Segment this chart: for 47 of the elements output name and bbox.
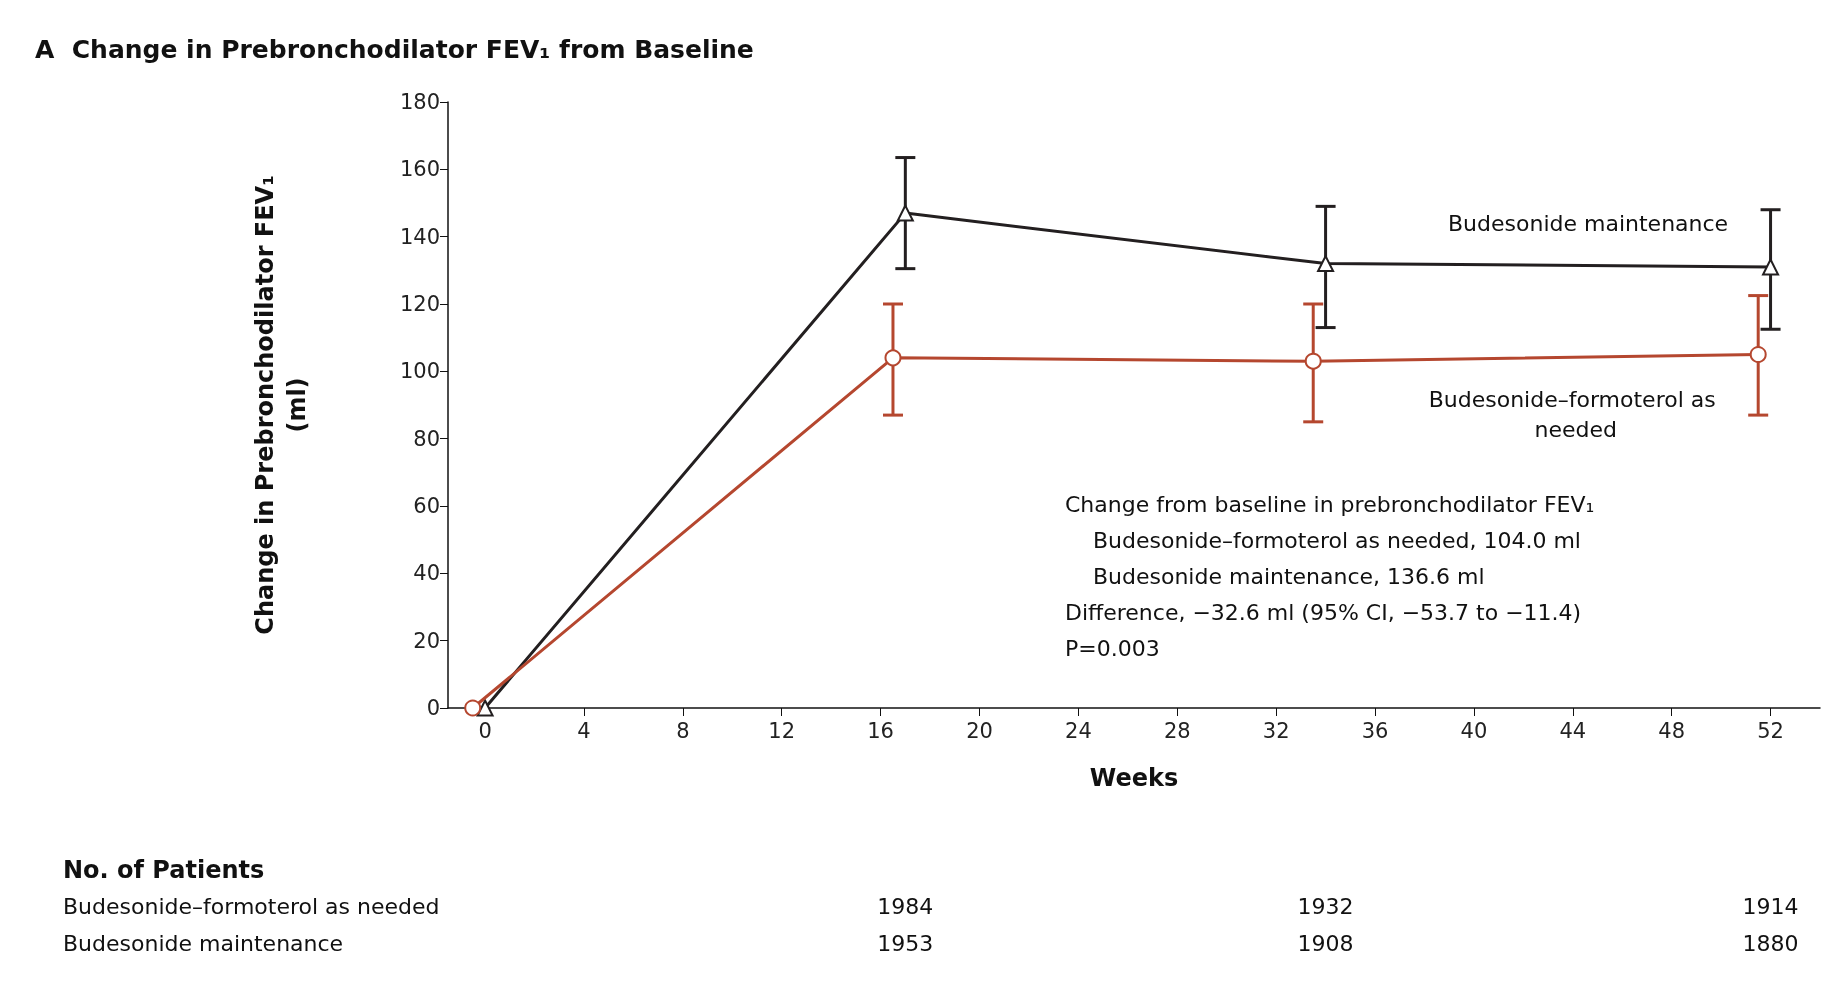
- text: 1953: [877, 930, 934, 956]
- text: 1984: [877, 893, 934, 919]
- x-tick-label: 8: [676, 718, 690, 743]
- text: 1908: [1297, 930, 1354, 956]
- y-tick-label: 120: [399, 292, 440, 316]
- series-label: Budesonide maintenance: [1448, 211, 1729, 237]
- x-tick-label: 40: [1460, 718, 1488, 743]
- y-tick-label: 40: [413, 561, 440, 586]
- x-tick-label: 24: [1065, 718, 1092, 743]
- point: [1749, 346, 1767, 363]
- point: [464, 699, 482, 717]
- y-tick-label: 60: [413, 494, 440, 518]
- text: No. of Patients: [63, 856, 265, 884]
- x-tick-label: 28: [1163, 718, 1191, 743]
- point: [1304, 352, 1322, 370]
- x-tick-label: 4: [577, 718, 591, 743]
- text: 1880: [1742, 930, 1799, 956]
- x-tick-label: 44: [1559, 718, 1587, 743]
- annotation: Change from baseline in prebronchodilator FEV₁ Budesonide–formoterol as needed, 104.0 ml Budesonide maintenance, 136.6 ml Difference, −32.6 ml (95% CI, −53.7 to −11.4) P=0.003: [1065, 491, 1595, 661]
- x-tick-label: 32: [1262, 718, 1290, 743]
- point: [884, 349, 902, 367]
- y-tick-label: 100: [399, 359, 440, 384]
- text: 1932: [1297, 893, 1354, 919]
- text: Budesonide–formoterol as needed: [63, 893, 440, 919]
- x-tick-label: 16: [867, 718, 894, 743]
- y-tick-label: 160: [399, 157, 440, 182]
- text: Budesonide maintenance: [63, 930, 344, 956]
- y-tick-label: 180: [399, 90, 440, 114]
- point: [896, 204, 914, 222]
- x-tick-label: 20: [966, 718, 993, 743]
- series-label: Budesonide–formoterol as needed: [1428, 387, 1723, 442]
- chart-title: A Change in Prebronchodilator FEV₁ from Baseline: [35, 35, 754, 64]
- y-axis-title: Change in Prebronchodilator FEV₁ (ml): [251, 175, 311, 635]
- text: 1914: [1742, 893, 1799, 919]
- x-tick-label: 48: [1658, 718, 1686, 743]
- x-tick-label: 52: [1757, 718, 1784, 743]
- y-tick-label: 80: [413, 426, 440, 451]
- y-tick-label: 140: [399, 224, 440, 249]
- x-axis-title: Weeks: [1089, 764, 1179, 792]
- y-tick-label: 0: [426, 696, 440, 720]
- x-tick-label: 0: [478, 718, 492, 743]
- x-tick-label: 36: [1361, 718, 1389, 743]
- point: [476, 699, 494, 717]
- y-tick-label: 20: [413, 628, 440, 653]
- point: [1317, 255, 1335, 273]
- point: [1762, 258, 1780, 276]
- x-tick-label: 12: [768, 718, 796, 743]
